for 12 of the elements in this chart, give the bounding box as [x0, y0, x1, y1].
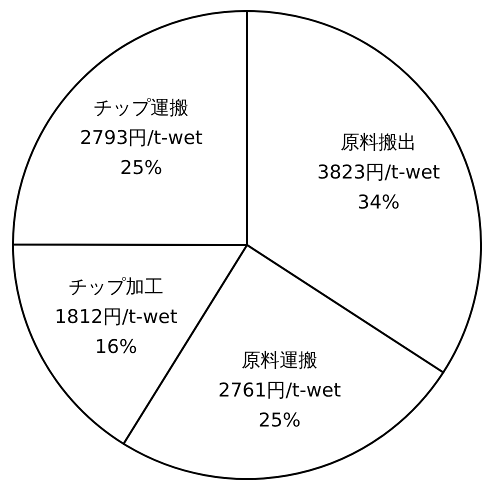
text: 16%	[94, 336, 138, 358]
slice-label: チップ運搬	[94, 97, 189, 120]
text: 34%	[357, 192, 400, 214]
data-label: 2761円/t-wet	[218, 379, 341, 402]
data-label: 1812円/t-wet	[54, 306, 178, 328]
text: 25%	[258, 409, 301, 432]
slice-label: 原料運搬	[242, 349, 318, 372]
text: 25%	[120, 157, 162, 180]
slice-label: 原料搬出	[340, 132, 417, 154]
slice-label: チップ加工	[68, 276, 164, 298]
data-label: 2793円/t-wet	[80, 127, 203, 150]
data-label: 3823円/t-wet	[317, 162, 440, 184]
